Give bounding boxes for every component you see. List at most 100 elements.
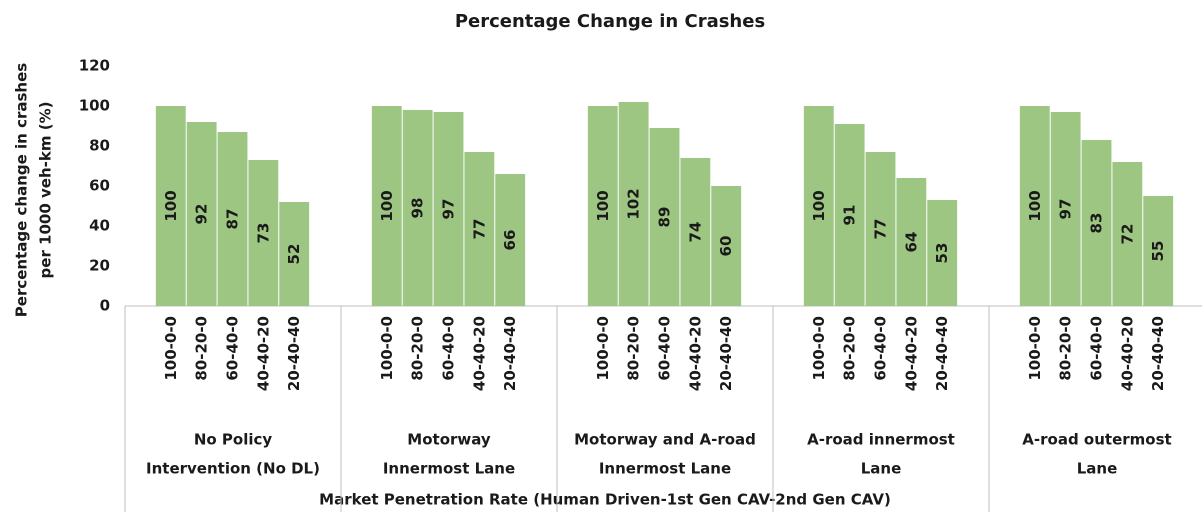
value-label: 53 <box>933 243 951 264</box>
bar <box>865 152 896 306</box>
bar <box>186 122 217 306</box>
bar <box>803 106 834 306</box>
value-label-group: 55 <box>1149 241 1167 262</box>
group-label: Intervention (No DL) <box>146 460 320 478</box>
y-tick-label: 60 <box>89 177 110 195</box>
x-tick-label: 20-40-40 <box>285 316 303 391</box>
value-label: 97 <box>440 199 458 220</box>
value-label: 52 <box>285 244 303 265</box>
value-label: 87 <box>224 209 242 230</box>
value-label: 98 <box>409 198 427 219</box>
x-tick-label: 100-0-0 <box>810 316 828 381</box>
x-tick-label: 20-40-40 <box>717 316 735 391</box>
value-label: 100 <box>378 190 396 221</box>
value-label-group: 72 <box>1118 224 1136 245</box>
value-label: 100 <box>162 190 180 221</box>
value-label: 89 <box>656 207 674 228</box>
value-label: 74 <box>686 222 704 243</box>
x-tick-label-group: 20-40-40 <box>933 316 951 391</box>
x-axis-title: Market Penetration Rate (Human Driven-1s… <box>319 491 891 509</box>
x-tick-label-group: 100-0-0 <box>378 316 396 381</box>
value-label: 83 <box>1088 213 1106 234</box>
bar <box>464 152 495 306</box>
x-tick-label-group: 80-20-0 <box>625 316 643 381</box>
x-tick-label: 100-0-0 <box>162 316 180 381</box>
x-tick-label-group: 80-20-0 <box>1057 316 1075 381</box>
value-label: 60 <box>717 236 735 257</box>
x-tick-label-group: 80-20-0 <box>409 316 427 381</box>
bar <box>587 106 618 306</box>
group-label: Lane <box>861 460 902 478</box>
bar <box>618 102 649 306</box>
x-tick-label-group: 60-40-0 <box>872 316 890 381</box>
x-tick-label-group: 40-40-20 <box>254 316 272 391</box>
value-label-group: 66 <box>501 230 519 251</box>
value-label-group: 102 <box>625 188 643 219</box>
x-tick-label: 100-0-0 <box>1026 316 1044 381</box>
group-label: Innermost Lane <box>599 460 731 478</box>
group-label: Motorway <box>407 431 491 449</box>
x-tick-label: 20-40-40 <box>501 316 519 391</box>
bar <box>680 158 711 306</box>
value-label: 92 <box>193 204 211 225</box>
x-tick-label-group: 40-40-20 <box>902 316 920 391</box>
x-tick-label-group: 60-40-0 <box>224 316 242 381</box>
x-tick-label: 20-40-40 <box>933 316 951 391</box>
y-tick-label: 80 <box>89 137 110 155</box>
group-label: A-road innermost <box>807 431 955 449</box>
value-label-group: 52 <box>285 244 303 265</box>
bar <box>433 112 464 306</box>
bar <box>495 174 526 306</box>
group-label: No Policy <box>194 431 273 449</box>
value-label-group: 64 <box>902 232 920 253</box>
bar <box>711 186 742 306</box>
x-tick-label-group: 100-0-0 <box>810 316 828 381</box>
bar <box>279 202 310 306</box>
group-label: Motorway and A-road <box>574 431 756 449</box>
bar <box>402 110 433 306</box>
value-label: 66 <box>501 230 519 251</box>
value-label: 100 <box>810 190 828 221</box>
x-tick-label-group: 60-40-0 <box>1088 316 1106 381</box>
y-axis-title-line: Percentage change in crashes <box>13 63 31 317</box>
bar <box>1112 162 1143 306</box>
y-tick-label: 20 <box>89 257 110 275</box>
value-label-group: 97 <box>1057 199 1075 220</box>
x-tick-label-group: 20-40-40 <box>285 316 303 391</box>
bar <box>1081 140 1112 306</box>
x-tick-label-group: 100-0-0 <box>594 316 612 381</box>
x-tick-label: 40-40-20 <box>686 316 704 391</box>
value-label-group: 73 <box>254 223 272 244</box>
group-label: A-road outermost <box>1022 431 1171 449</box>
x-tick-label-group: 40-40-20 <box>686 316 704 391</box>
y-axis-title: Percentage change in crashes per 1000 ve… <box>13 63 55 317</box>
value-label-group: 97 <box>440 199 458 220</box>
bar <box>834 124 865 306</box>
value-label-group: 91 <box>841 205 859 226</box>
x-tick-label-group: 80-20-0 <box>841 316 859 381</box>
value-label: 102 <box>625 188 643 219</box>
bar <box>217 132 248 306</box>
x-tick-label: 100-0-0 <box>594 316 612 381</box>
value-label-group: 60 <box>717 236 735 257</box>
value-label-group: 89 <box>656 207 674 228</box>
bar <box>1019 106 1050 306</box>
value-label: 77 <box>470 219 488 240</box>
value-label-group: 74 <box>686 222 704 243</box>
value-label-group: 87 <box>224 209 242 230</box>
value-label: 97 <box>1057 199 1075 220</box>
bar <box>1143 196 1174 306</box>
group-label: Lane <box>1077 460 1118 478</box>
x-tick-label-group: 40-40-20 <box>1118 316 1136 391</box>
value-label-group: 100 <box>594 190 612 221</box>
value-label: 64 <box>902 232 920 253</box>
x-tick-label: 20-40-40 <box>1149 316 1167 391</box>
bar <box>371 106 402 306</box>
y-tick-label: 0 <box>100 297 110 315</box>
value-label: 100 <box>594 190 612 221</box>
x-tick-label: 40-40-20 <box>1118 316 1136 391</box>
y-tick-label: 40 <box>89 217 110 235</box>
value-label-group: 100 <box>810 190 828 221</box>
value-label-group: 77 <box>872 219 890 240</box>
